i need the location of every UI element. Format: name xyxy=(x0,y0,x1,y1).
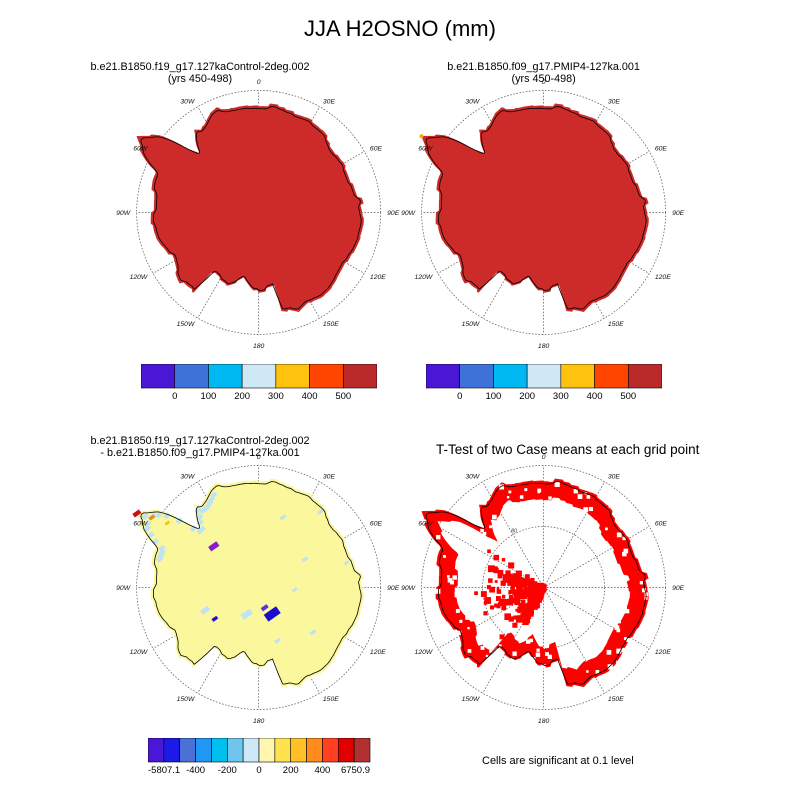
svg-text:180: 180 xyxy=(538,343,550,350)
svg-text:120W: 120W xyxy=(415,274,433,281)
svg-text:120E: 120E xyxy=(370,649,386,656)
svg-text:30E: 30E xyxy=(323,99,336,106)
svg-text:400: 400 xyxy=(314,765,330,776)
svg-text:0: 0 xyxy=(257,79,261,86)
svg-text:120W: 120W xyxy=(415,649,433,656)
svg-text:60W: 60W xyxy=(133,521,148,528)
svg-text:30E: 30E xyxy=(608,474,621,481)
svg-text:180: 180 xyxy=(253,718,265,725)
svg-text:-200: -200 xyxy=(218,765,237,776)
svg-text:30W: 30W xyxy=(465,99,480,106)
svg-text:180: 180 xyxy=(253,343,265,350)
svg-text:120E: 120E xyxy=(655,649,671,656)
svg-text:0: 0 xyxy=(256,765,261,776)
svg-text:180: 180 xyxy=(538,718,550,725)
svg-text:150W: 150W xyxy=(177,696,195,703)
svg-text:30E: 30E xyxy=(323,474,336,481)
svg-text:90W: 90W xyxy=(401,210,416,217)
svg-text:90W: 90W xyxy=(401,585,416,592)
svg-text:60E: 60E xyxy=(655,146,668,153)
svg-text:30E: 30E xyxy=(608,99,621,106)
svg-text:60W: 60W xyxy=(418,521,433,528)
svg-text:150E: 150E xyxy=(608,321,624,328)
svg-text:60E: 60E xyxy=(370,521,383,528)
svg-text:60E: 60E xyxy=(370,146,383,153)
svg-text:120E: 120E xyxy=(655,274,671,281)
svg-text:150E: 150E xyxy=(608,696,624,703)
svg-text:60W: 60W xyxy=(418,146,433,153)
svg-text:60E: 60E xyxy=(655,521,668,528)
svg-text:0: 0 xyxy=(542,454,546,461)
svg-text:120E: 120E xyxy=(370,274,386,281)
svg-text:150E: 150E xyxy=(323,321,339,328)
svg-text:80: 80 xyxy=(511,529,517,535)
svg-text:150W: 150W xyxy=(177,321,195,328)
svg-text:120W: 120W xyxy=(130,274,148,281)
svg-text:60W: 60W xyxy=(133,146,148,153)
svg-text:90E: 90E xyxy=(672,585,685,592)
svg-text:150W: 150W xyxy=(462,321,480,328)
svg-text:120W: 120W xyxy=(130,649,148,656)
svg-text:-400: -400 xyxy=(186,765,205,776)
svg-text:30W: 30W xyxy=(180,474,195,481)
svg-text:150E: 150E xyxy=(323,696,339,703)
svg-text:90W: 90W xyxy=(116,585,131,592)
svg-text:200: 200 xyxy=(283,765,299,776)
svg-text:-5807.1: -5807.1 xyxy=(148,765,180,776)
svg-text:90W: 90W xyxy=(116,210,131,217)
svg-text:30W: 30W xyxy=(465,474,480,481)
svg-text:90E: 90E xyxy=(387,210,400,217)
svg-text:150W: 150W xyxy=(462,696,480,703)
svg-text:0: 0 xyxy=(257,454,261,461)
svg-text:6750.9: 6750.9 xyxy=(341,765,370,776)
svg-text:90E: 90E xyxy=(672,210,685,217)
svg-text:30W: 30W xyxy=(180,99,195,106)
svg-text:90E: 90E xyxy=(387,585,400,592)
svg-text:0: 0 xyxy=(542,79,546,86)
